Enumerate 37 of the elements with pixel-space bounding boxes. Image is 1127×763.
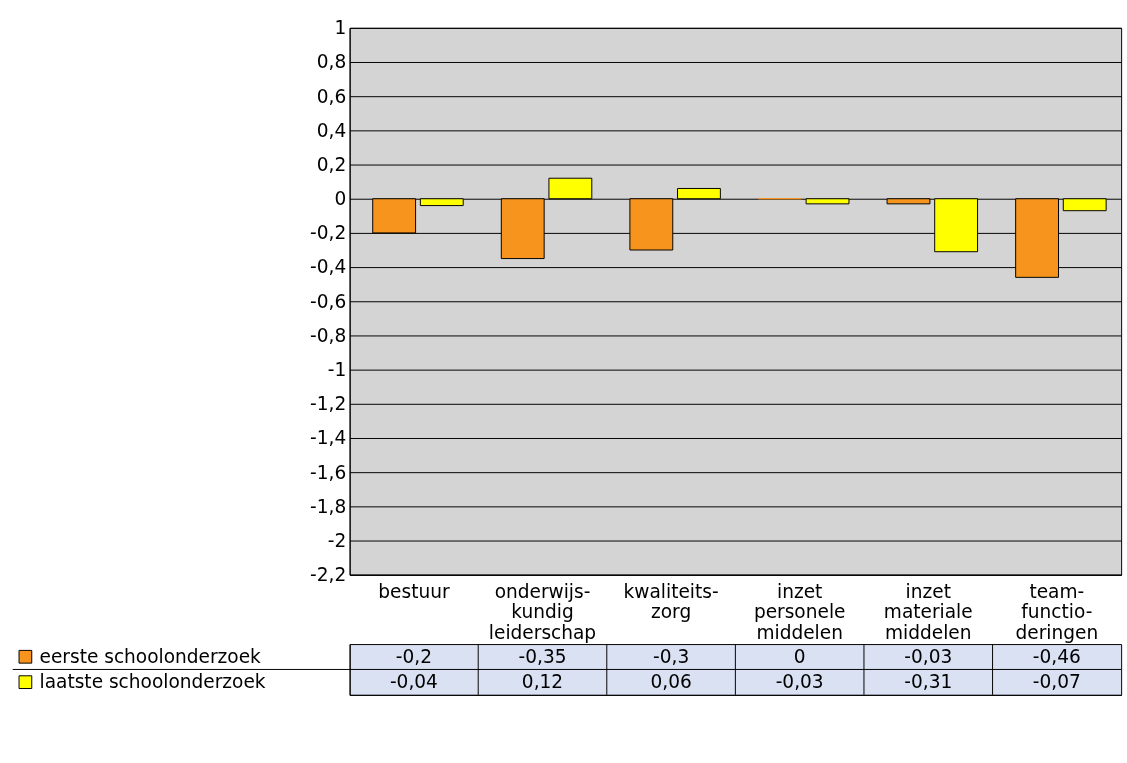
y-tick-label: -2,2	[310, 564, 347, 586]
data-label: -0,07	[1032, 671, 1081, 693]
y-tick-label: 1	[334, 17, 347, 39]
y-tick-label: -2	[327, 529, 347, 551]
y-tick-label: -1	[327, 358, 347, 380]
x-tick-label: team- functio- deringen	[1015, 580, 1099, 643]
data-label: -0,2	[395, 645, 433, 667]
y-tick-label: -1,8	[310, 495, 347, 517]
y-tick-label: -0,8	[310, 324, 347, 346]
y-tick-label: -0,4	[310, 256, 347, 278]
legend-label: eerste schoolonderzoek	[39, 646, 262, 668]
data-label: 0,12	[521, 671, 564, 693]
data-label: -0,46	[1032, 645, 1081, 667]
y-tick-label: -1,6	[310, 461, 347, 483]
data-label: 0	[793, 645, 806, 667]
y-tick-label: -1,4	[310, 427, 347, 449]
data-label: 0,06	[650, 671, 692, 693]
y-tick-label: 0,8	[316, 51, 347, 73]
data-label: -0,3	[652, 645, 690, 667]
data-label: -0,03	[904, 645, 953, 667]
y-tick-label: 0	[334, 188, 347, 210]
legend-label: laatste schoolonderzoek	[39, 671, 266, 693]
data-label: -0,31	[904, 671, 953, 693]
y-tick-label: 0,2	[316, 153, 347, 175]
x-tick-label: onderwijs- kundig leiderschap	[488, 580, 597, 643]
data-label: -0,04	[389, 671, 438, 693]
y-tick-label: -0,2	[310, 222, 347, 244]
x-tick-label: inzet personele middelen	[753, 580, 846, 643]
y-tick-label: -0,6	[310, 290, 347, 312]
data-label: -0,03	[775, 671, 824, 693]
x-tick-label: bestuur	[378, 580, 450, 602]
y-tick-label: 0,4	[316, 119, 347, 141]
x-tick-label: kwaliteits- zorg	[623, 580, 719, 623]
x-tick-label: inzet materiale middelen	[883, 580, 973, 643]
y-tick-label: 0,6	[316, 85, 347, 107]
y-tick-label: -1,2	[310, 393, 347, 415]
data-label: -0,35	[518, 645, 567, 667]
